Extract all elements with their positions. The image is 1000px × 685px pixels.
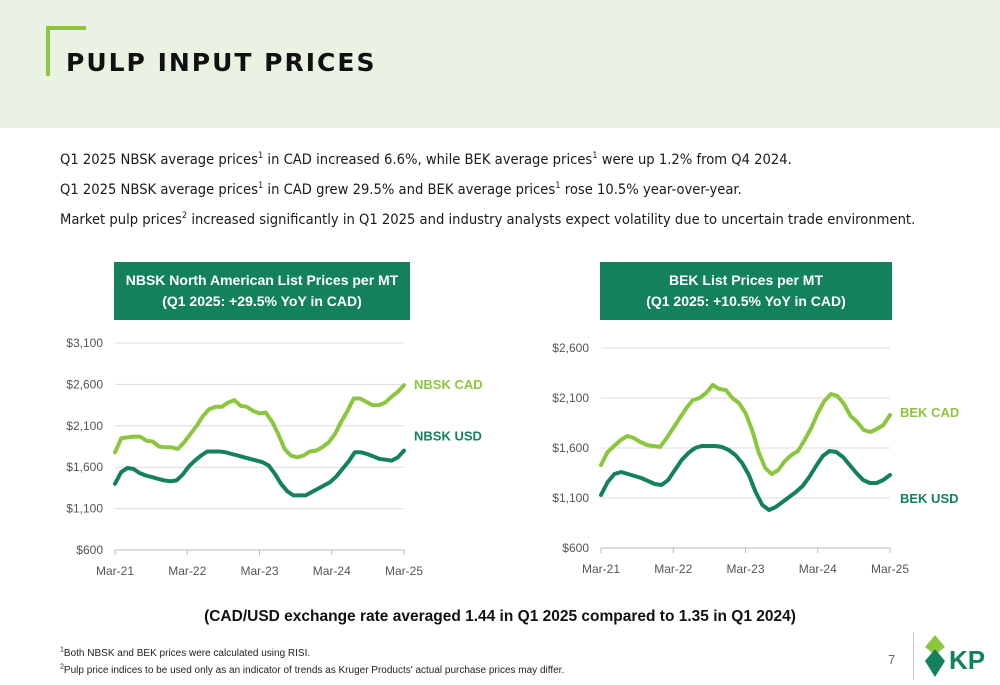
page-title: PULP INPUT PRICES (66, 48, 377, 77)
nbsk-chart-subtitle: (Q1 2025: +29.5% YoY in CAD) (162, 293, 362, 309)
bek-x-tick-label: Mar-24 (799, 562, 837, 576)
bek-series-label: BEK CAD (900, 405, 959, 420)
nbsk-chart-header: NBSK North American List Prices per MT (… (114, 262, 410, 320)
bek-x-tick-label: Mar-22 (654, 562, 692, 576)
nbsk-y-tick-label: $1,600 (66, 460, 103, 474)
bullet-1: Q1 2025 NBSK average prices1 in CAD incr… (60, 151, 792, 168)
bullet-3: Market pulp prices2 increased significan… (60, 211, 916, 228)
bek-x-tick-label: Mar-23 (726, 562, 764, 576)
nbsk-y-tick-label: $600 (76, 543, 103, 557)
bek-chart-header: BEK List Prices per MT (Q1 2025: +10.5% … (600, 262, 892, 320)
nbsk-y-tick-label: $3,100 (66, 336, 103, 350)
bek-series-line-bek-usd (599, 444, 892, 512)
nbsk-x-tick-label: Mar-21 (96, 564, 134, 578)
nbsk-x-tick-label: Mar-22 (168, 564, 206, 578)
nbsk-chart-title: NBSK North American List Prices per MT (125, 272, 399, 288)
bek-x-tick-label: Mar-25 (871, 562, 909, 576)
bek-y-tick-label: $2,600 (552, 341, 589, 355)
logo-leaf-icon-top (925, 635, 945, 655)
nbsk-series-label: NBSK USD (414, 429, 482, 444)
title-bracket-decoration (46, 26, 86, 76)
nbsk-series-line-nbsk-cad (113, 383, 406, 460)
logo-leaf-icon-bottom (925, 649, 945, 677)
nbsk-y-tick-label: $2,100 (66, 419, 103, 433)
nbsk-series-label: NBSK CAD (414, 377, 483, 392)
bek-chart-title: BEK List Prices per MT (668, 272, 824, 288)
nbsk-y-tick-label: $1,100 (66, 502, 103, 516)
bek-price-chart: $600 $1,100 $1,600 $2,100 $2,600 Mar-21 Mar-22… (552, 341, 959, 576)
bullet-2: Q1 2025 NBSK average prices1 in CAD grew… (60, 181, 742, 198)
bek-y-tick-label: $600 (562, 541, 589, 555)
nbsk-x-tick-label: Mar-25 (385, 564, 423, 578)
title-band (0, 0, 1000, 128)
bek-y-tick-label: $2,100 (552, 391, 589, 405)
exchange-rate-note: (CAD/USD exchange rate averaged 1.44 in … (204, 608, 796, 625)
bullet-list: Q1 2025 NBSK average prices1 in CAD incr… (60, 150, 960, 240)
footer-divider (913, 632, 914, 680)
footnote-2: 2Pulp price indices to be used only as a… (60, 663, 565, 676)
bek-series-label: BEK USD (900, 491, 959, 506)
nbsk-y-tick-label: $2,600 (66, 377, 103, 391)
nbsk-price-chart: $600 $1,100 $1,600 $2,100 $2,600 $3,100 Mar-21… (66, 336, 483, 578)
bek-y-tick-label: $1,100 (552, 491, 589, 505)
kp-logo: KP (925, 635, 985, 677)
bek-y-tick-label: $1,600 (552, 441, 589, 455)
nbsk-series-line-nbsk-usd (113, 448, 406, 498)
bek-chart-subtitle: (Q1 2025: +10.5% YoY in CAD) (646, 293, 846, 309)
nbsk-x-tick-label: Mar-24 (313, 564, 351, 578)
footnote-1: 1Both NBSK and BEK prices were calculate… (60, 646, 311, 659)
bek-x-tick-label: Mar-21 (582, 562, 620, 576)
nbsk-x-tick-label: Mar-23 (240, 564, 278, 578)
logo-text: KP (949, 645, 985, 675)
page-number: 7 (888, 652, 896, 667)
bek-series-line-bek-cad (599, 383, 892, 476)
